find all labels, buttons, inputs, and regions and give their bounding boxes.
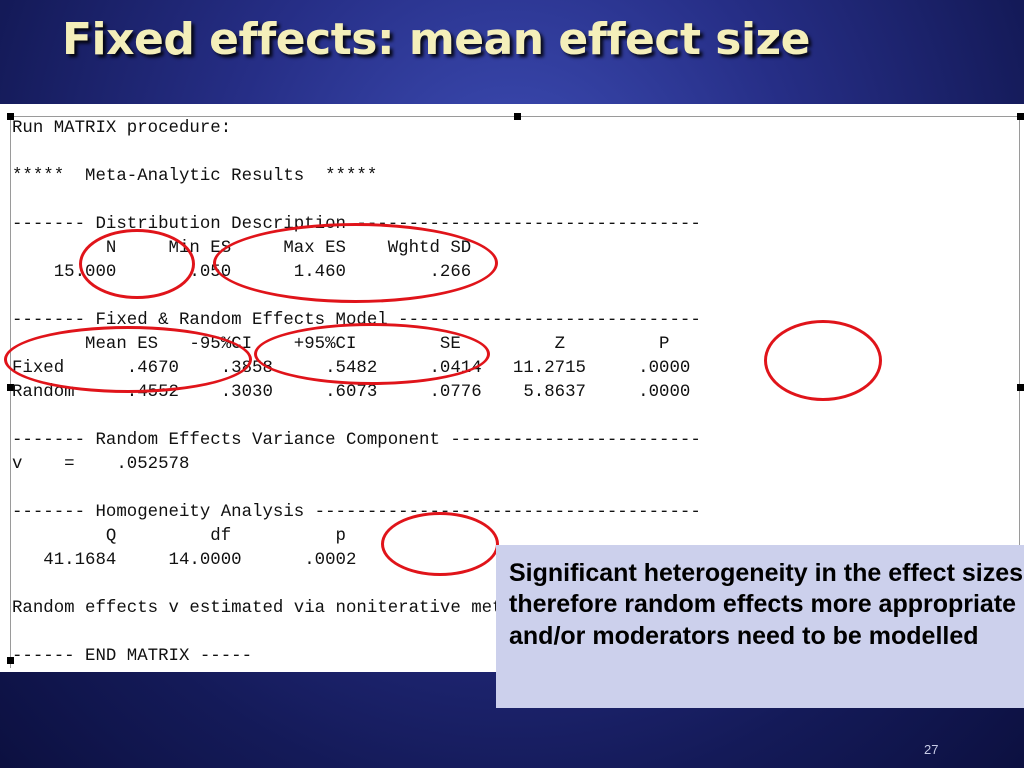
resize-handle-middle-left[interactable] xyxy=(7,384,14,391)
output-line-homogeneity-columns: Q df p xyxy=(12,527,346,546)
highlight-ring-confidence-interval xyxy=(254,323,490,385)
output-line-distribution-section: ------- Distribution Description -------… xyxy=(12,215,701,234)
resize-handle-middle-right[interactable] xyxy=(1017,384,1024,391)
resize-handle-bottom-left[interactable] xyxy=(7,657,14,664)
output-line-variance-value: v = .052578 xyxy=(12,455,190,474)
highlight-ring-n xyxy=(79,229,195,299)
resize-handle-top-left[interactable] xyxy=(7,113,14,120)
highlight-ring-p-value xyxy=(764,320,882,401)
output-line-variance-section: ------- Random Effects Variance Componen… xyxy=(12,431,701,450)
highlight-ring-es-range xyxy=(213,223,498,303)
slide-title: Fixed effects: mean effect size xyxy=(62,14,811,65)
highlight-ring-fixed-mean-es xyxy=(4,326,252,393)
highlight-ring-homogeneity-p xyxy=(381,512,499,576)
callout-box: Significant heterogeneity in the effect … xyxy=(496,545,1024,708)
slide-number: 27 xyxy=(924,742,939,757)
output-line-header: Run MATRIX procedure: xyxy=(12,119,232,138)
output-line-homogeneity-section: ------- Homogeneity Analysis -----------… xyxy=(12,503,701,522)
output-line-title: ***** Meta-Analytic Results ***** xyxy=(12,167,378,186)
output-line-homogeneity-values: 41.1684 14.0000 .0002 xyxy=(12,551,357,570)
resize-handle-top-right[interactable] xyxy=(1017,113,1024,120)
resize-handle-top-middle[interactable] xyxy=(514,113,521,120)
output-line-end: ------ END MATRIX ----- xyxy=(12,647,253,666)
callout-text: Significant heterogeneity in the effect … xyxy=(509,559,1024,650)
